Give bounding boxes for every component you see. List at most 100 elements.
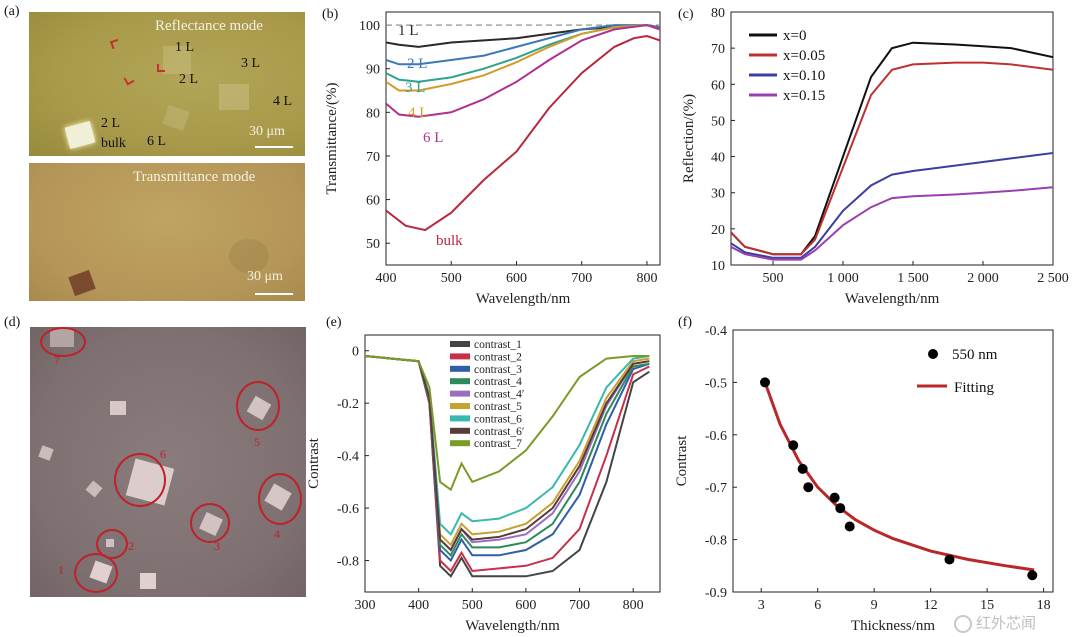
x-tick-label-e: 700	[569, 598, 590, 613]
y-axis-label-c: Reflection/(%)	[681, 94, 697, 183]
y-tick-label-f: -0.9	[705, 586, 727, 601]
legend-swatch-e-5	[450, 403, 470, 409]
region-3: 3	[214, 539, 220, 553]
chart-e: (e) 300 400 500 600 700 800 0 -0.2 -0.4 -0.6 -0.8 Wa…	[306, 315, 661, 634]
region-5: 5	[254, 435, 260, 449]
label-1L: 1 L	[175, 40, 195, 55]
y-tick-label-c: 10	[711, 259, 725, 274]
legend-swatch-e-6	[450, 415, 470, 422]
x-tick-label-b: 500	[441, 271, 462, 286]
legend-label-fit-f: Fitting	[954, 380, 995, 396]
label-3L: 3 L	[241, 56, 261, 71]
chart-c: (c) 500 1 000 1 500 2 000 2 500 10 20 30 40 50 60 70…	[678, 6, 1069, 307]
plot-frame-e	[364, 334, 661, 593]
legend-label-e-4: contrast_4′	[474, 389, 524, 401]
y-tick-label-e: -0.2	[337, 397, 359, 412]
x-tick-label-c: 500	[763, 271, 784, 286]
fit-curve-f	[763, 381, 1035, 572]
legend-swatch-e-4	[450, 390, 470, 397]
series-line-e-7	[365, 355, 650, 552]
legend-label-e-7: contrast_6′	[474, 426, 524, 438]
reflectance-image: Reflectance mode 1 L 2 L 3 L 4 L 2 L 6 L…	[29, 12, 305, 156]
legend-label-c-2: x=0.10	[783, 68, 825, 84]
panel-tag-d: (d)	[4, 315, 21, 330]
x-tick-label-f: 6	[814, 598, 821, 613]
x-tick-label-c: 2 000	[967, 271, 999, 286]
series-label-b-5: bulk	[436, 233, 463, 249]
legend-swatch-e-7	[450, 427, 470, 434]
data-point-f-8	[1027, 570, 1038, 581]
y-tick-label-f: -0.6	[705, 429, 727, 444]
series-line-b-1	[386, 24, 660, 66]
series-line-b-2	[386, 24, 660, 83]
label-4L: 4 L	[273, 94, 293, 109]
x-axis-label-f: Thickness/nm	[851, 618, 935, 634]
x-tick-label-b: 700	[571, 271, 592, 286]
series-label-b-3: 4 L	[408, 105, 428, 121]
region-4: 4	[274, 527, 280, 541]
x-axis-label-b: Wavelength/nm	[476, 291, 571, 307]
legend-label-c-3: x=0.15	[783, 88, 825, 104]
x-axis-label-c: Wavelength/nm	[845, 291, 940, 307]
legend-swatch-e-8	[450, 440, 470, 447]
legend-label-c-0: x=0	[783, 28, 806, 44]
x-tick-label-c: 1 000	[827, 271, 859, 286]
region-1: 1	[58, 563, 64, 577]
plot-area-f	[760, 377, 1038, 581]
legend-swatch-e-1	[450, 353, 470, 360]
series-line-b-4	[386, 24, 660, 118]
y-tick-label-c: 30	[711, 187, 725, 202]
y-tick-label-c: 40	[711, 151, 725, 166]
legend-label-e-3: contrast_4	[474, 376, 522, 388]
transmittance-mode-label: Transmittance mode	[133, 169, 256, 185]
y-tick-label-c: 80	[711, 6, 725, 21]
scale-bar-top	[255, 146, 293, 148]
y-tick-label-e: -0.4	[337, 450, 359, 465]
label-bulk: bulk	[101, 136, 126, 151]
y-axis-label-f: Contrast	[674, 435, 690, 487]
y-tick-label-e: -0.6	[337, 502, 359, 517]
data-point-f-4	[829, 492, 840, 503]
x-tick-label-e: 600	[515, 598, 536, 613]
data-point-f-7	[944, 554, 955, 565]
legend-label-e-2: contrast_3	[474, 364, 522, 376]
series-line-c-2	[731, 152, 1053, 259]
watermark-icon	[954, 614, 972, 633]
series-line-e-8	[365, 355, 650, 492]
legend-label-e-5: contrast_5	[474, 401, 522, 413]
y-tick-label-c: 50	[711, 114, 725, 129]
region-7: 7	[54, 353, 60, 367]
x-tick-label-f: 9	[871, 598, 878, 613]
series-line-c-0	[731, 41, 1053, 256]
legend-swatch-e-3	[450, 378, 470, 385]
plot-area-c	[731, 41, 1053, 261]
y-tick-label-f: -0.4	[705, 324, 727, 339]
x-tick-label-e: 500	[462, 598, 483, 613]
series-line-c-3	[731, 186, 1053, 261]
data-point-f-6	[844, 521, 855, 532]
series-line-b-5	[386, 34, 660, 232]
panel-tag-b: (b)	[322, 7, 339, 22]
x-tick-label-e: 300	[355, 598, 376, 613]
data-point-f-1	[788, 440, 799, 451]
reflectance-mode-label: Reflectance mode	[155, 18, 263, 34]
y-tick-label-b: 60	[366, 194, 380, 209]
scale-bar-bottom	[255, 293, 293, 295]
data-point-f-0	[760, 377, 770, 388]
legend-marker-f	[928, 349, 938, 359]
y-tick-label-c: 70	[711, 42, 725, 57]
y-tick-label-b: 80	[366, 106, 380, 121]
x-tick-label-f: 3	[758, 598, 765, 613]
x-tick-label-b: 600	[506, 271, 527, 286]
plot-area-e	[365, 355, 650, 578]
x-tick-label-b: 800	[636, 271, 657, 286]
scale-label-bottom: 30 μm	[247, 269, 283, 284]
sample-image: 1 2 3 4 5 6 7	[30, 327, 306, 597]
legend-swatch-e-0	[450, 341, 470, 347]
label-2L-top: 2 L	[179, 72, 199, 87]
y-tick-label-b: 50	[366, 237, 380, 252]
series-label-b-0: 1 L	[398, 23, 418, 39]
x-tick-label-f: 12	[924, 598, 938, 613]
panel-tag-a: (a)	[4, 4, 20, 19]
